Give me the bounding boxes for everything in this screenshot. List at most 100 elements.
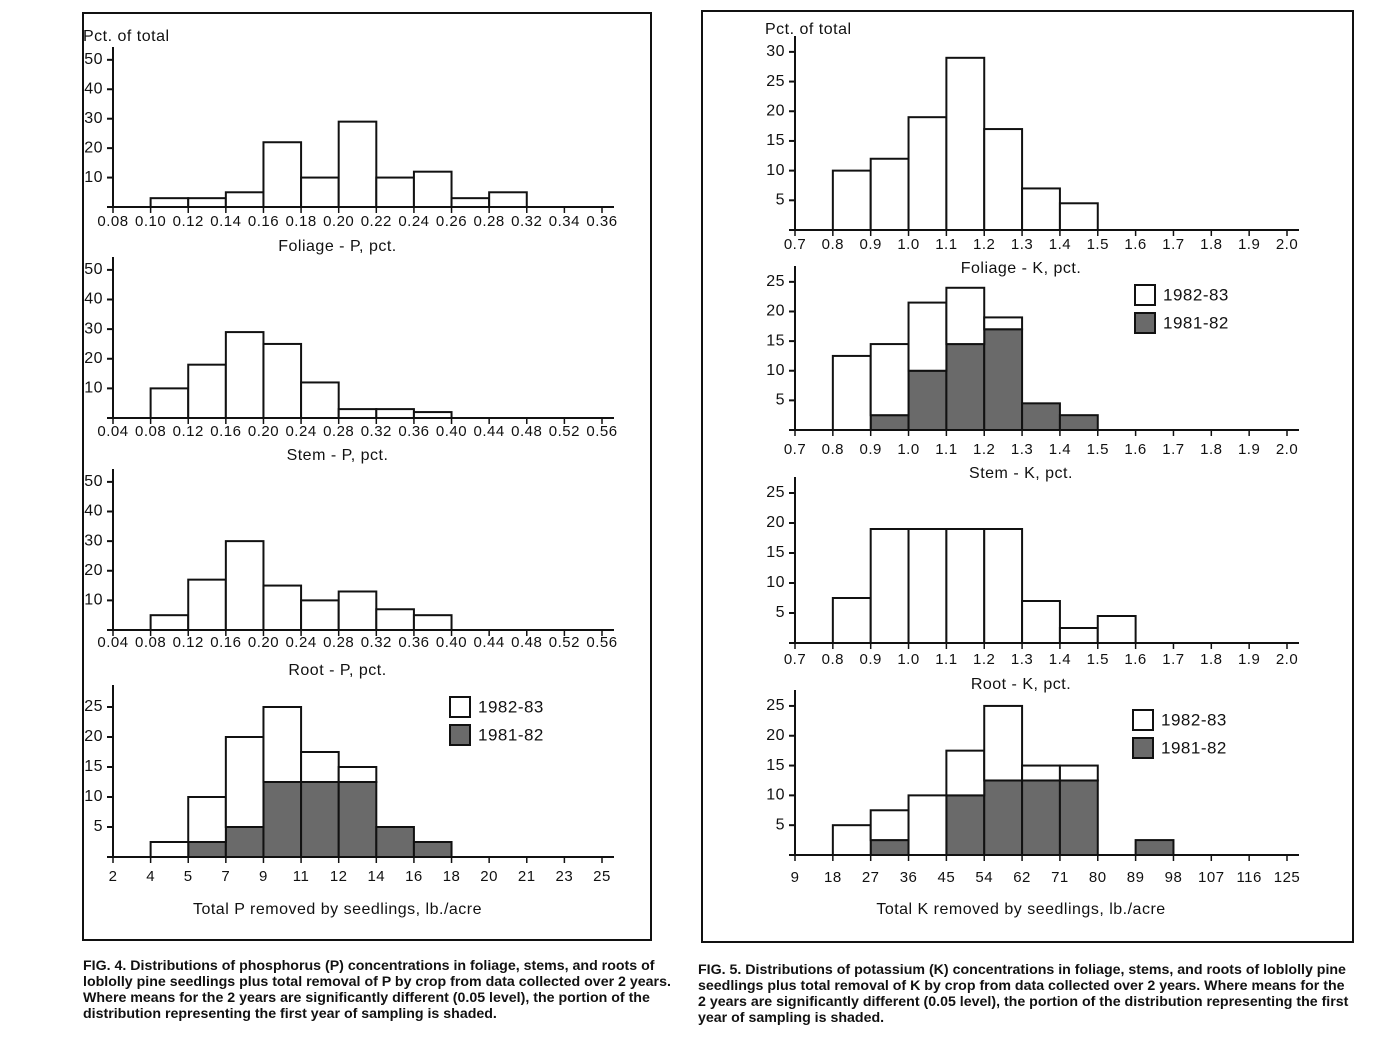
bar — [149, 387, 190, 419]
bar — [1021, 402, 1061, 432]
bar — [945, 56, 986, 231]
bar — [488, 191, 528, 209]
x-tick-label: 1.5 — [1087, 651, 1109, 668]
x-tick-label: 0.18 — [285, 213, 316, 230]
y-tick-label: 15 — [766, 544, 785, 561]
bar — [300, 751, 340, 783]
x-tick-label: 11 — [293, 868, 310, 885]
y-tick-label: 20 — [84, 728, 103, 745]
bar — [187, 796, 227, 843]
bar — [1021, 764, 1061, 782]
legend-label: 1982-83 — [1163, 285, 1229, 304]
x-tick-label: 9 — [259, 868, 268, 885]
y-tick-label: 15 — [766, 757, 785, 774]
y-tick-label: 20 — [84, 139, 103, 156]
y-tick-label: 5 — [776, 604, 785, 621]
x-tick-label: 0.48 — [511, 423, 542, 440]
bar — [375, 826, 415, 858]
bar — [983, 779, 1024, 856]
y-tick-label: 20 — [84, 562, 103, 579]
x-tick-label: 4 — [146, 868, 155, 885]
x-tick-label: 12 — [330, 868, 348, 885]
x-tick-label: 1.9 — [1238, 651, 1260, 668]
bar — [262, 706, 303, 783]
bar — [869, 157, 910, 231]
y-tick-label: 10 — [84, 592, 103, 609]
y-tick-label: 40 — [84, 291, 103, 308]
x-tick-label: 1.4 — [1049, 651, 1071, 668]
bar — [831, 824, 872, 856]
legend-swatch — [449, 724, 471, 746]
y-tick-label: 25 — [766, 273, 785, 290]
x-tick-label: 0.44 — [474, 423, 505, 440]
bar — [375, 176, 415, 209]
x-tick-label: 54 — [975, 869, 993, 886]
x-tick-label: 0.16 — [210, 634, 241, 651]
y-tick-label: 15 — [766, 332, 785, 349]
x-tick-label: 0.8 — [822, 651, 844, 668]
bar — [224, 331, 265, 419]
caption: FIG. 4. Distributions of phosphorus (P) … — [83, 958, 671, 1022]
x-tick-label: 71 — [1051, 869, 1069, 886]
x-tick-label: 27 — [862, 869, 880, 886]
x-axis-title: Total K removed by seedlings, lb./acre — [876, 901, 1165, 918]
bar — [907, 369, 948, 432]
bar — [300, 381, 340, 419]
x-tick-label: 2.0 — [1276, 236, 1298, 253]
legend-swatch — [1134, 312, 1156, 334]
x-tick-label: 0.9 — [860, 651, 882, 668]
x-tick-label: 2.0 — [1276, 651, 1298, 668]
x-tick-label: 98 — [1165, 869, 1183, 886]
y-tick-label: 20 — [84, 350, 103, 367]
x-tick-label: 1.1 — [935, 236, 957, 253]
y-tick-label: 5 — [776, 816, 785, 833]
x-tick-label: 0.10 — [135, 213, 166, 230]
bar — [831, 169, 872, 231]
bar — [337, 120, 378, 208]
x-axis-title: Foliage - K, pct. — [961, 260, 1082, 277]
x-tick-label: 0.8 — [822, 236, 844, 253]
x-tick-label: 0.20 — [323, 213, 354, 230]
bar — [1058, 202, 1099, 231]
x-tick-label: 0.40 — [436, 634, 467, 651]
x-tick-label: 0.16 — [210, 423, 241, 440]
x-tick-label: 1.1 — [935, 441, 957, 458]
x-tick-label: 16 — [405, 868, 423, 885]
x-tick-label: 2.0 — [1276, 441, 1298, 458]
y-tick-label: 20 — [766, 102, 785, 119]
y-tick-label: 15 — [766, 132, 785, 149]
y-tick-label: 15 — [84, 758, 103, 775]
x-tick-label: 1.8 — [1200, 236, 1222, 253]
legend-label: 1981-82 — [1163, 313, 1229, 332]
bar — [337, 408, 378, 420]
y-tick-label: 50 — [84, 473, 103, 490]
bar — [149, 614, 190, 631]
legend-swatch — [449, 696, 471, 718]
y-tick-label: 40 — [84, 80, 103, 97]
x-tick-label: 0.9 — [860, 236, 882, 253]
x-tick-label: 0.40 — [436, 423, 467, 440]
bar — [224, 826, 265, 858]
panel-border — [701, 10, 1354, 943]
x-tick-label: 116 — [1236, 869, 1261, 886]
x-tick-label: 0.04 — [97, 423, 128, 440]
y-tick-label: 20 — [766, 303, 785, 320]
bar — [869, 343, 910, 417]
bar — [300, 781, 340, 858]
x-tick-label: 1.1 — [935, 651, 957, 668]
y-tick-label: 30 — [84, 320, 103, 337]
x-tick-label: 1.4 — [1049, 441, 1071, 458]
x-tick-label: 1.2 — [973, 441, 995, 458]
x-tick-label: 0.36 — [586, 213, 617, 230]
bar — [945, 286, 986, 346]
bar — [224, 191, 265, 209]
x-tick-label: 9 — [791, 869, 800, 886]
x-tick-label: 45 — [938, 869, 956, 886]
x-tick-label: 0.08 — [135, 634, 166, 651]
bar — [262, 781, 303, 858]
x-tick-label: 0.7 — [784, 236, 806, 253]
x-tick-label: 1.6 — [1124, 236, 1146, 253]
x-tick-label: 1.7 — [1162, 651, 1184, 668]
x-tick-label: 1.8 — [1200, 441, 1222, 458]
x-tick-label: 0.28 — [323, 423, 354, 440]
